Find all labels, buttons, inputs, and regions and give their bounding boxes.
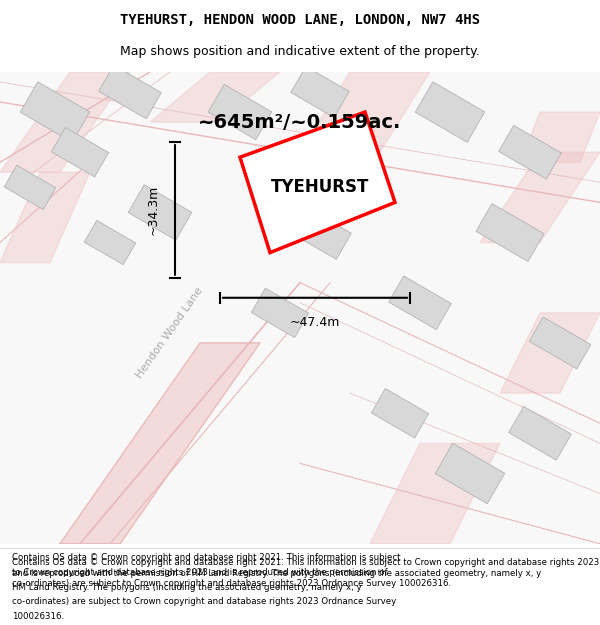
Text: 100026316.: 100026316. — [12, 612, 64, 621]
Polygon shape — [0, 173, 90, 262]
Text: co-ordinates) are subject to Crown copyright and database rights 2023 Ordnance S: co-ordinates) are subject to Crown copyr… — [12, 598, 396, 606]
Text: ~34.3m: ~34.3m — [147, 185, 160, 235]
Polygon shape — [529, 317, 591, 369]
Polygon shape — [98, 65, 161, 119]
Polygon shape — [208, 84, 272, 140]
Polygon shape — [509, 406, 571, 460]
Polygon shape — [389, 276, 451, 329]
Polygon shape — [415, 82, 485, 142]
Polygon shape — [499, 126, 562, 179]
Polygon shape — [4, 165, 56, 209]
Text: Contains OS data © Crown copyright and database right 2021. This information is : Contains OS data © Crown copyright and d… — [12, 558, 599, 588]
Polygon shape — [251, 288, 308, 338]
Polygon shape — [370, 443, 500, 544]
Polygon shape — [480, 152, 600, 242]
Text: Map shows position and indicative extent of the property.: Map shows position and indicative extent… — [120, 45, 480, 58]
Polygon shape — [128, 185, 192, 240]
Polygon shape — [52, 127, 109, 177]
Polygon shape — [520, 112, 600, 162]
Text: TYEHURST: TYEHURST — [271, 178, 369, 196]
Text: HM Land Registry. The polygons (including the associated geometry, namely x, y: HM Land Registry. The polygons (includin… — [12, 582, 362, 592]
Text: to Crown copyright and database rights 2023 and is reproduced with the permissio: to Crown copyright and database rights 2… — [12, 568, 388, 577]
Text: Contains OS data © Crown copyright and database right 2021. This information is : Contains OS data © Crown copyright and d… — [12, 554, 401, 562]
Polygon shape — [476, 204, 544, 261]
Polygon shape — [240, 112, 395, 253]
Text: Hendon Wood Lane: Hendon Wood Lane — [135, 286, 205, 380]
Polygon shape — [20, 82, 90, 142]
Polygon shape — [300, 72, 430, 152]
Polygon shape — [60, 343, 260, 544]
Text: ~645m²/~0.159ac.: ~645m²/~0.159ac. — [199, 112, 401, 132]
Polygon shape — [291, 66, 349, 118]
Polygon shape — [371, 389, 428, 438]
Polygon shape — [500, 313, 600, 393]
Text: TYEHURST, HENDON WOOD LANE, LONDON, NW7 4HS: TYEHURST, HENDON WOOD LANE, LONDON, NW7 … — [120, 13, 480, 27]
Polygon shape — [435, 443, 505, 504]
Polygon shape — [289, 206, 352, 259]
Polygon shape — [84, 221, 136, 265]
Polygon shape — [0, 72, 130, 172]
Text: ~47.4m: ~47.4m — [290, 316, 340, 329]
Polygon shape — [150, 72, 280, 122]
